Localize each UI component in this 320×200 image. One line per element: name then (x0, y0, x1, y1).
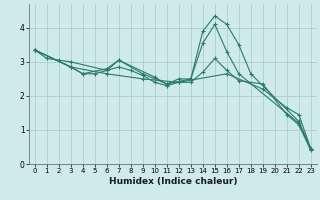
X-axis label: Humidex (Indice chaleur): Humidex (Indice chaleur) (108, 177, 237, 186)
